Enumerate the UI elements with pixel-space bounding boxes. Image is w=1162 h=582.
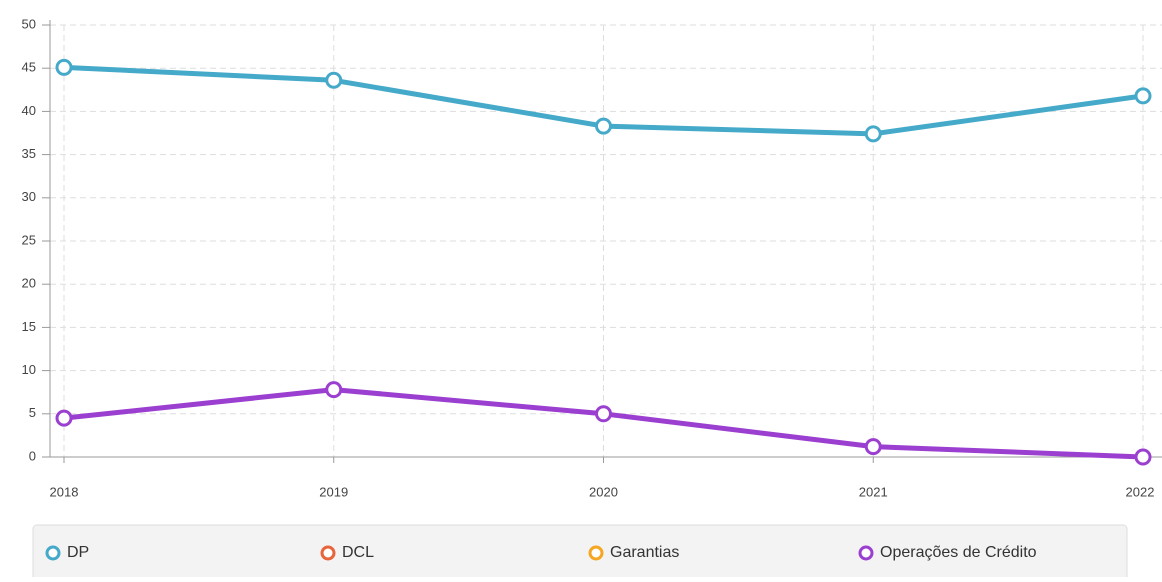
x-tick-label: 2022	[1126, 484, 1155, 499]
y-tick-label: 5	[29, 405, 36, 420]
data-point	[864, 125, 882, 143]
legend-label: Operações de Crédito	[880, 544, 1037, 561]
data-point	[325, 71, 343, 89]
y-tick-label: 0	[29, 448, 36, 463]
legend-marker	[320, 545, 336, 561]
data-point	[1134, 87, 1152, 105]
y-tick-label: 50	[22, 16, 36, 31]
data-point	[55, 409, 73, 427]
data-point	[864, 438, 882, 456]
y-tick-label: 40	[22, 103, 36, 118]
x-tick-label: 2020	[589, 484, 618, 499]
y-tick-label: 20	[22, 276, 36, 291]
data-point	[1134, 448, 1152, 466]
legend-marker	[45, 545, 61, 561]
legend-marker	[858, 545, 874, 561]
x-tick-label: 2019	[319, 484, 348, 499]
x-tick-label: 2021	[859, 484, 888, 499]
legend-label: DCL	[342, 544, 374, 561]
data-point	[595, 405, 612, 423]
legend-label: Garantias	[610, 544, 679, 561]
y-tick-label: 30	[22, 189, 36, 204]
y-tick-label: 10	[22, 362, 36, 377]
legend-marker	[588, 545, 604, 561]
y-tick-label: 15	[22, 319, 36, 334]
y-tick-label: 25	[22, 232, 36, 247]
data-point	[325, 381, 343, 399]
data-point	[55, 58, 73, 76]
y-tick-label: 45	[22, 60, 36, 75]
legend-label: DP	[67, 544, 89, 561]
data-point	[595, 117, 612, 135]
x-tick-label: 2018	[50, 484, 79, 499]
y-tick-label: 35	[22, 146, 36, 161]
